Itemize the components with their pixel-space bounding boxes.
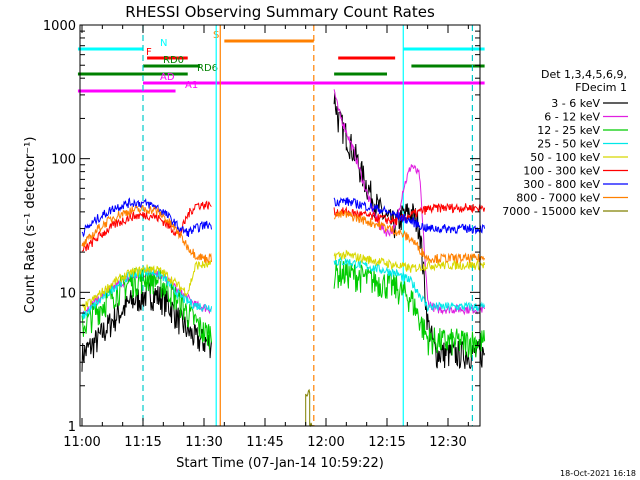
legend-label: 300 - 800 keV [523, 178, 600, 191]
x-tick-label: 11:30 [185, 435, 222, 450]
y-tick-label: 1 [68, 420, 76, 435]
legend-label: 50 - 100 keV [530, 151, 600, 164]
series-line [81, 204, 486, 265]
x-tick-label: 11:15 [124, 435, 161, 450]
flag-label: F [146, 47, 152, 58]
x-tick-label: 11:45 [246, 435, 283, 450]
legend-label: 7000 - 15000 keV [502, 205, 600, 218]
flag-bars: NFRD0RD6SADA1 [77, 30, 485, 93]
legend-label: 12 - 25 keV [537, 124, 600, 137]
x-axis-label: Start Time (07-Jan-14 10:59:22) [176, 456, 384, 471]
legend-label: 100 - 300 keV [523, 165, 600, 178]
legend-header: FDecim 1 [575, 81, 627, 94]
chart-title: RHESSI Observing Summary Count Rates [125, 3, 435, 21]
flag-label: N [160, 38, 167, 49]
flag-label: RD0 [163, 55, 184, 66]
x-tick-label: 12:15 [368, 435, 405, 450]
x-tick-label: 11:00 [63, 435, 100, 450]
legend-label: 25 - 50 keV [537, 138, 600, 151]
flag-label: AD [160, 72, 175, 83]
x-tick-label: 12:30 [429, 435, 466, 450]
plot-frame [79, 24, 481, 427]
footer-date: 18-Oct-2021 16:18 [560, 469, 636, 478]
axis-ticks: 11:00 11:15 11:30 11:45 12:00 12:15 12:30 1 10 10… [43, 19, 480, 450]
y-tick-label: 10 [59, 286, 76, 301]
series-line [81, 255, 486, 320]
flag-label: RD6 [197, 63, 218, 74]
series-line [81, 200, 486, 252]
y-axis-label: Count Rate (s⁻¹ detector⁻¹) [23, 137, 38, 314]
series-line [81, 197, 486, 238]
legend-label: 800 - 7000 keV [516, 192, 600, 205]
y-tick-label: 100 [51, 153, 76, 168]
x-tick-label: 12:00 [307, 435, 344, 450]
y-tick-label: 1000 [43, 19, 76, 34]
flag-label: A1 [185, 80, 198, 91]
vertical-markers [142, 25, 473, 426]
legend-label: 3 - 6 keV [551, 97, 600, 110]
legend-label: 6 - 12 keV [544, 111, 600, 124]
legend-header: Det 1,3,4,5,6,9, [541, 68, 627, 81]
data-series [81, 89, 486, 428]
series-line [81, 249, 486, 311]
series-line [305, 388, 314, 428]
